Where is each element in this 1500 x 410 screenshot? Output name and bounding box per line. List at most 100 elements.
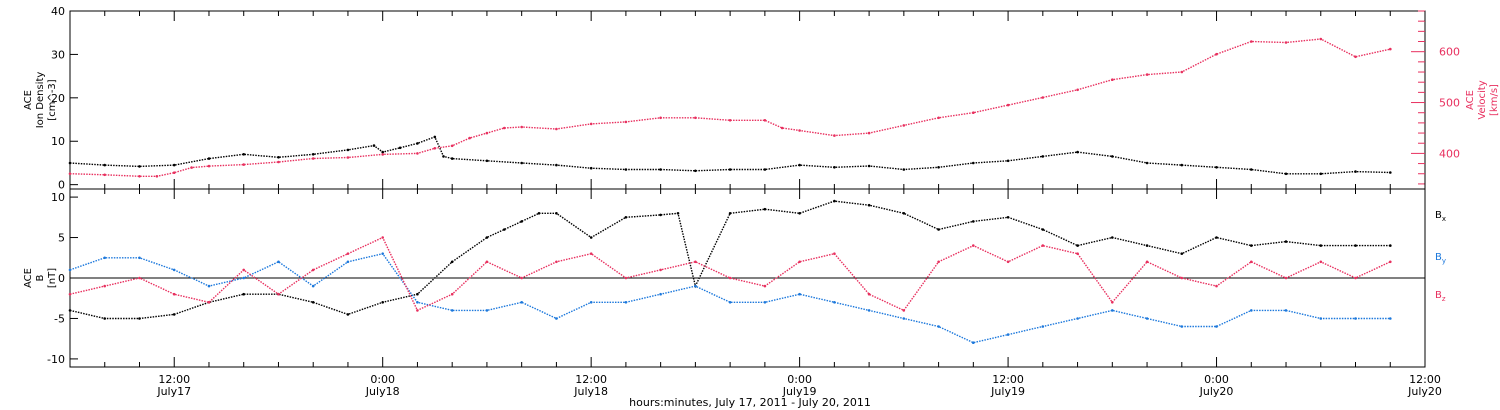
by-point (972, 341, 975, 345)
by-point (172, 268, 176, 272)
velocity-point (902, 124, 906, 127)
by-point (68, 268, 72, 272)
ion-density-point (1389, 171, 1392, 174)
by-point (763, 301, 767, 304)
bz-point (867, 292, 871, 296)
bz-point (103, 284, 106, 288)
bz-point (1041, 244, 1045, 247)
bx-point (728, 212, 732, 215)
by-point (1041, 325, 1045, 328)
bx-point (902, 212, 906, 215)
by-point (1215, 325, 1218, 328)
bx-point (1250, 244, 1253, 247)
bz-point (1111, 301, 1114, 304)
bx-point (103, 317, 106, 320)
bx-point (1111, 236, 1114, 239)
legend-bx: Bx (1435, 210, 1446, 223)
ion-density-point (520, 161, 523, 165)
velocity-point (1076, 88, 1079, 92)
density-axis-label-ace: ACE (23, 90, 34, 110)
ion-density-point (68, 161, 72, 165)
date-tick-label: July20 (1199, 385, 1234, 398)
b-tick-label: 10 (51, 191, 65, 204)
velocity-point (103, 173, 106, 177)
by-point (103, 256, 106, 260)
by-series (69, 252, 1391, 344)
bz-point (972, 244, 975, 247)
by-point (138, 256, 141, 260)
by-point (833, 301, 836, 304)
by-point (346, 260, 350, 264)
velocity-point (1215, 52, 1218, 56)
time-axis-ticks: 12:00July170:00July1812:00July180:00July… (69, 11, 1442, 398)
ion-density-point (1354, 170, 1357, 173)
velocity-point (190, 166, 193, 169)
bz-point (1006, 260, 1010, 264)
bz-point (1319, 260, 1323, 264)
ion-density-point (433, 135, 437, 139)
velocity-point (1250, 40, 1253, 43)
b-axis-label-ace: ACE (23, 268, 34, 288)
bz-point (68, 292, 72, 296)
by-point (242, 276, 245, 280)
density-axis-label-name: Ion Density (35, 72, 46, 129)
density-tick-label: 30 (51, 48, 65, 61)
bz-point (207, 301, 211, 304)
by-point (1389, 317, 1392, 320)
ion-density-point (833, 166, 836, 169)
velocity-point (485, 131, 489, 135)
velocity-point (520, 125, 523, 129)
b-component-legend: Bx By Bz (1435, 210, 1446, 303)
velocity-point (867, 131, 871, 135)
legend-bz: Bz (1435, 290, 1446, 303)
ion-density-point (589, 166, 593, 170)
bz-point (1250, 260, 1253, 264)
ion-density-point (867, 164, 871, 168)
by-point (659, 292, 662, 296)
ion-density-point (694, 169, 697, 173)
ion-density-point (555, 163, 558, 167)
by-point (311, 284, 315, 288)
velocity-point (503, 126, 506, 130)
ion-density-point (1145, 161, 1149, 165)
bz-point (1076, 252, 1079, 255)
bz-point (346, 252, 350, 255)
ion-density-point (1180, 163, 1184, 167)
velocity-point (68, 172, 72, 175)
by-point (798, 292, 801, 296)
velocity-point (589, 122, 593, 126)
top-panel-series (68, 37, 1392, 178)
velocity-point (346, 156, 350, 159)
bx-point (589, 236, 593, 239)
bx-point (311, 301, 315, 304)
ion-density-point (972, 161, 975, 165)
ion-density-point (1319, 172, 1323, 176)
ion-density-point (624, 168, 628, 171)
bx-point (1284, 240, 1288, 243)
bz-point (311, 268, 315, 272)
bz-point (416, 309, 419, 312)
ion-density-point (207, 157, 211, 160)
bz-point (485, 260, 489, 264)
velocity-point (555, 127, 558, 131)
ion-density-point (277, 156, 280, 159)
b-field-axis-ticks: -10 -5 0 5 10 (47, 191, 1425, 366)
by-point (207, 284, 211, 288)
bz-point (728, 276, 732, 280)
by-point (1354, 317, 1357, 320)
bx-point (798, 212, 801, 215)
bz-point (833, 252, 836, 255)
bz-point (589, 252, 593, 255)
time-tick-label: 12:00 (992, 373, 1024, 386)
density-tick-label: 40 (51, 5, 65, 18)
ion-density-point (381, 150, 385, 154)
bx-point (937, 228, 940, 231)
bz-point (277, 292, 280, 296)
bz-point (902, 309, 906, 312)
bx-point (138, 317, 141, 320)
time-tick-label: 0:00 (370, 373, 395, 386)
bz-point (694, 260, 697, 264)
by-point (694, 284, 697, 288)
bx-point (537, 212, 541, 215)
